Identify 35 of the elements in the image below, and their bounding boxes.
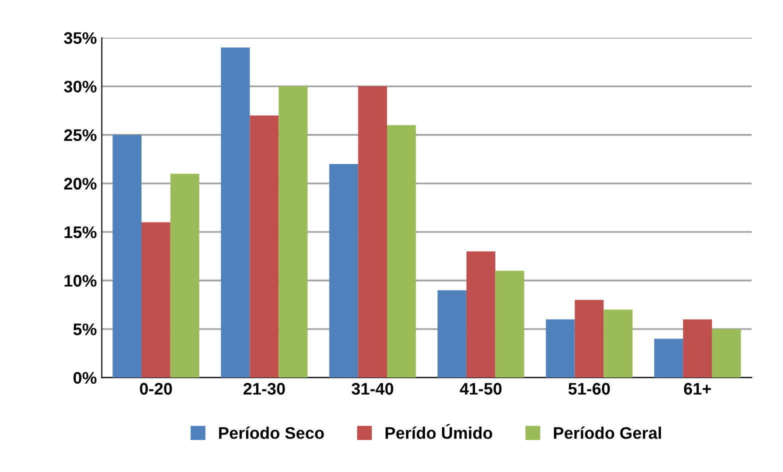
y-tick-label: 5% xyxy=(73,323,96,336)
bar xyxy=(438,290,466,378)
legend-label: Período Seco xyxy=(219,426,324,439)
bar xyxy=(546,319,575,378)
bar xyxy=(387,125,416,378)
bar xyxy=(278,86,308,378)
x-tick-label: 0-20 xyxy=(140,382,172,395)
bar xyxy=(604,310,633,378)
bar xyxy=(466,251,496,378)
bar xyxy=(250,115,279,378)
bar xyxy=(142,222,170,378)
y-tick-label: 10% xyxy=(64,274,96,287)
y-tick-label: 20% xyxy=(64,178,96,190)
x-tick-label: 51-60 xyxy=(568,382,610,395)
bar xyxy=(495,270,524,378)
x-tick-label: 21-30 xyxy=(244,382,285,395)
y-tick-label: 25% xyxy=(64,129,96,142)
x-tick-label: 41-50 xyxy=(460,382,502,395)
bar xyxy=(683,319,712,378)
bar xyxy=(358,86,388,378)
y-tick-label: 35% xyxy=(64,32,96,44)
bar xyxy=(112,134,142,378)
bar xyxy=(170,174,200,378)
bar xyxy=(654,338,684,378)
x-tick-label: 61+ xyxy=(684,382,711,395)
bar xyxy=(712,329,741,378)
y-tick-label: 0% xyxy=(74,372,96,384)
x-tick-label: 31-40 xyxy=(352,382,394,395)
bar xyxy=(329,164,358,378)
bar xyxy=(220,47,250,378)
bar xyxy=(574,300,604,378)
legend-label: Perído Úmido xyxy=(386,424,492,439)
y-tick-label: 15% xyxy=(64,226,96,238)
y-tick-label: 30% xyxy=(64,80,96,93)
legend-label: Período Geral xyxy=(554,426,661,439)
